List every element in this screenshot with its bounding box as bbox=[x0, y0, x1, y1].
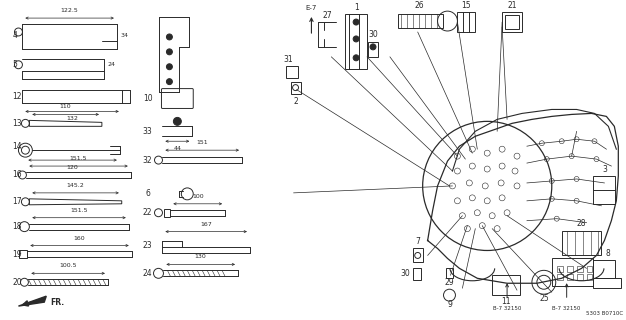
Bar bbox=[19, 251, 28, 259]
Text: 151.5: 151.5 bbox=[69, 156, 87, 161]
Text: 17: 17 bbox=[13, 197, 22, 206]
Text: 151: 151 bbox=[197, 140, 208, 145]
Bar bbox=[349, 14, 359, 69]
Circle shape bbox=[167, 49, 172, 55]
Text: 6: 6 bbox=[145, 189, 150, 198]
Text: B-7 32150: B-7 32150 bbox=[553, 306, 581, 311]
Text: 30: 30 bbox=[368, 30, 378, 39]
Text: 18: 18 bbox=[13, 222, 22, 231]
Text: 8: 8 bbox=[605, 249, 610, 258]
Text: 9: 9 bbox=[447, 300, 452, 308]
Bar bbox=[505, 15, 519, 29]
Bar bbox=[458, 12, 475, 32]
Bar bbox=[398, 14, 443, 28]
Text: 122.5: 122.5 bbox=[61, 8, 78, 13]
Bar bbox=[557, 266, 563, 272]
Bar bbox=[290, 82, 300, 93]
Text: 3: 3 bbox=[602, 164, 607, 173]
Bar bbox=[413, 249, 423, 262]
Text: 24: 24 bbox=[143, 269, 152, 278]
Circle shape bbox=[353, 19, 359, 25]
Text: 25: 25 bbox=[539, 294, 548, 303]
Text: 29: 29 bbox=[444, 278, 454, 287]
Text: 100.5: 100.5 bbox=[59, 263, 77, 268]
Text: 21: 21 bbox=[507, 1, 517, 10]
Text: 167: 167 bbox=[200, 222, 212, 227]
Text: 145.2: 145.2 bbox=[67, 183, 85, 188]
Bar bbox=[562, 231, 602, 255]
Text: 11: 11 bbox=[501, 297, 511, 306]
Text: 23: 23 bbox=[143, 241, 152, 250]
Bar bbox=[577, 266, 583, 272]
Text: 2: 2 bbox=[293, 97, 298, 106]
Bar bbox=[587, 274, 592, 280]
Text: 5: 5 bbox=[13, 60, 18, 69]
Bar bbox=[285, 66, 297, 78]
Text: 34: 34 bbox=[121, 34, 129, 38]
Text: 27: 27 bbox=[322, 11, 332, 20]
Text: 10: 10 bbox=[143, 94, 152, 103]
Bar bbox=[502, 12, 522, 32]
Text: 12: 12 bbox=[13, 92, 22, 101]
Bar bbox=[413, 268, 421, 280]
Bar bbox=[165, 209, 170, 217]
Text: 19: 19 bbox=[13, 250, 22, 259]
Circle shape bbox=[167, 64, 172, 70]
Bar bbox=[593, 176, 615, 204]
Text: 130: 130 bbox=[195, 254, 207, 260]
Bar bbox=[567, 274, 573, 280]
Text: 16: 16 bbox=[13, 171, 22, 180]
Text: 31: 31 bbox=[284, 55, 294, 64]
Text: 160: 160 bbox=[74, 236, 85, 241]
Text: 132: 132 bbox=[66, 116, 78, 121]
Bar bbox=[593, 260, 615, 278]
Text: 110: 110 bbox=[60, 104, 71, 109]
Text: E-7: E-7 bbox=[305, 5, 317, 11]
Bar bbox=[552, 259, 593, 286]
Bar bbox=[492, 275, 520, 295]
Text: 22: 22 bbox=[143, 208, 152, 217]
Text: 100: 100 bbox=[192, 194, 203, 199]
Text: 30: 30 bbox=[400, 269, 409, 278]
Text: 24: 24 bbox=[108, 62, 116, 67]
Bar bbox=[577, 274, 583, 280]
Text: 15: 15 bbox=[461, 1, 471, 10]
Text: 20: 20 bbox=[13, 278, 22, 287]
Circle shape bbox=[370, 44, 376, 50]
Text: 44: 44 bbox=[173, 146, 182, 151]
Circle shape bbox=[353, 36, 359, 42]
Text: 120: 120 bbox=[67, 165, 78, 170]
Bar bbox=[368, 42, 378, 57]
Circle shape bbox=[167, 79, 172, 84]
Text: 26: 26 bbox=[415, 1, 424, 10]
Text: FR.: FR. bbox=[50, 298, 64, 307]
Circle shape bbox=[173, 117, 182, 125]
Circle shape bbox=[167, 34, 172, 40]
Text: 5303 B0710C: 5303 B0710C bbox=[586, 310, 623, 316]
Polygon shape bbox=[18, 296, 46, 306]
Bar bbox=[557, 274, 563, 280]
Text: 4: 4 bbox=[13, 31, 18, 40]
Bar bbox=[567, 266, 573, 272]
Circle shape bbox=[353, 55, 359, 61]
Bar bbox=[345, 14, 367, 69]
Text: 7: 7 bbox=[415, 237, 420, 246]
Text: 33: 33 bbox=[143, 127, 153, 136]
Text: 28: 28 bbox=[577, 219, 587, 228]
Text: 32: 32 bbox=[143, 156, 152, 164]
Bar bbox=[446, 268, 453, 278]
Text: 14: 14 bbox=[13, 142, 22, 151]
Bar bbox=[593, 278, 621, 288]
Text: 1: 1 bbox=[354, 3, 359, 12]
Text: 151.5: 151.5 bbox=[70, 208, 88, 213]
Text: 13: 13 bbox=[13, 119, 22, 128]
Bar bbox=[587, 266, 592, 272]
Text: B-7 32150: B-7 32150 bbox=[493, 306, 521, 311]
